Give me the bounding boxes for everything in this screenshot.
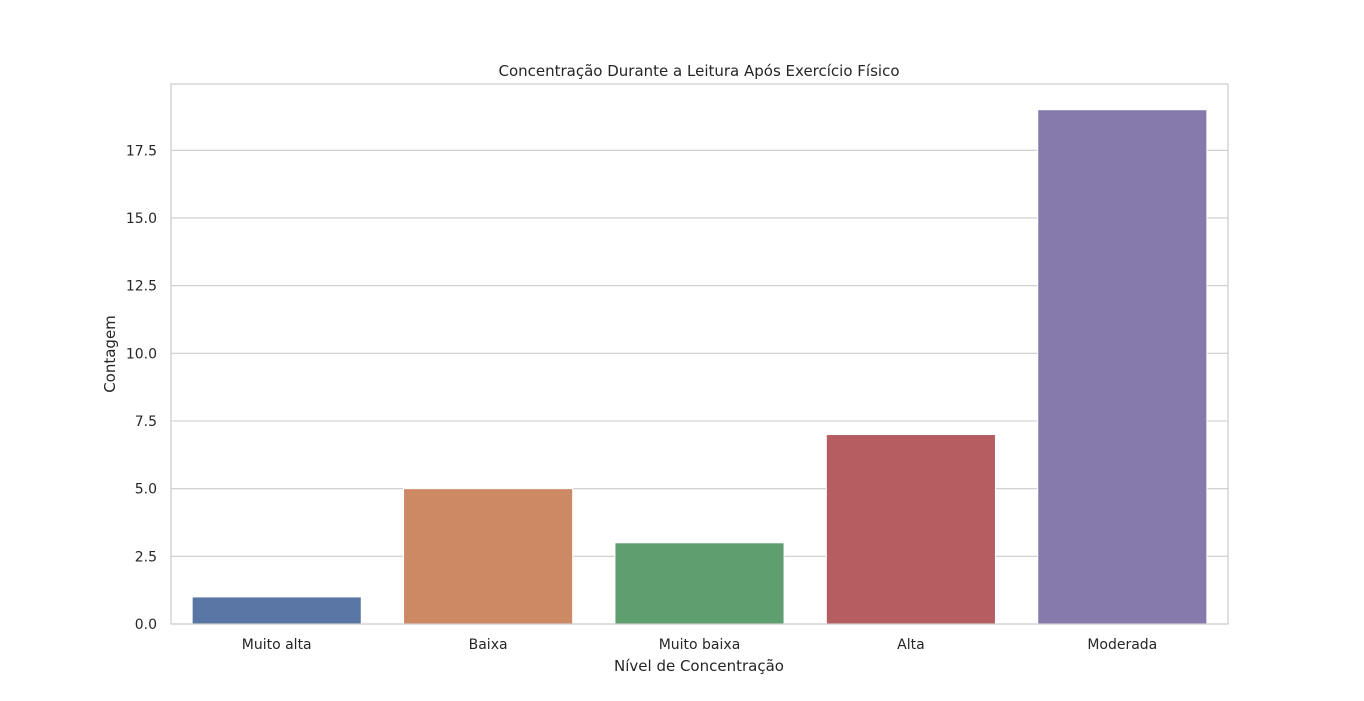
y-tick-label: 5.0 [135,482,157,498]
y-tick-label: 0.0 [135,617,157,633]
grid-lines [171,149,1228,625]
y-tick-labels: 0.0 2.5 5.0 7.5 10.0 12.5 15.0 17.5 [126,143,157,633]
plot-frame [170,83,1229,625]
bar-muito-baixa [614,542,785,625]
x-axis-title: Nível de Concentração [614,657,784,675]
y-tick-label: 17.5 [126,143,157,159]
y-tick-label: 10.0 [126,346,157,362]
x-tick-label: Muito alta [242,637,312,653]
x-tick-label: Muito baixa [659,637,741,653]
bars [191,109,1208,625]
x-tick-label: Baixa [469,637,508,653]
y-tick-label: 2.5 [135,549,157,565]
y-tick-label: 15.0 [126,211,157,227]
chart-title: Concentração Durante a Leitura Após Exer… [498,62,899,80]
x-tick-labels: Muito alta Baixa Muito baixa Alta Moderada [242,637,1158,653]
y-tick-label: 7.5 [135,414,157,430]
bar-moderada [1037,109,1208,625]
x-tick-label: Alta [897,637,925,653]
bar-alta [825,434,996,625]
y-axis-title: Contagem [101,315,119,393]
x-tick-label: Moderada [1087,637,1157,653]
bar-baixa [403,488,574,625]
y-tick-label: 12.5 [126,279,157,295]
bar-muito-alta [191,596,362,625]
